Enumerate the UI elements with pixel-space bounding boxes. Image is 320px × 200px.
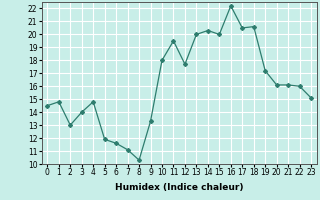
- X-axis label: Humidex (Indice chaleur): Humidex (Indice chaleur): [115, 183, 244, 192]
